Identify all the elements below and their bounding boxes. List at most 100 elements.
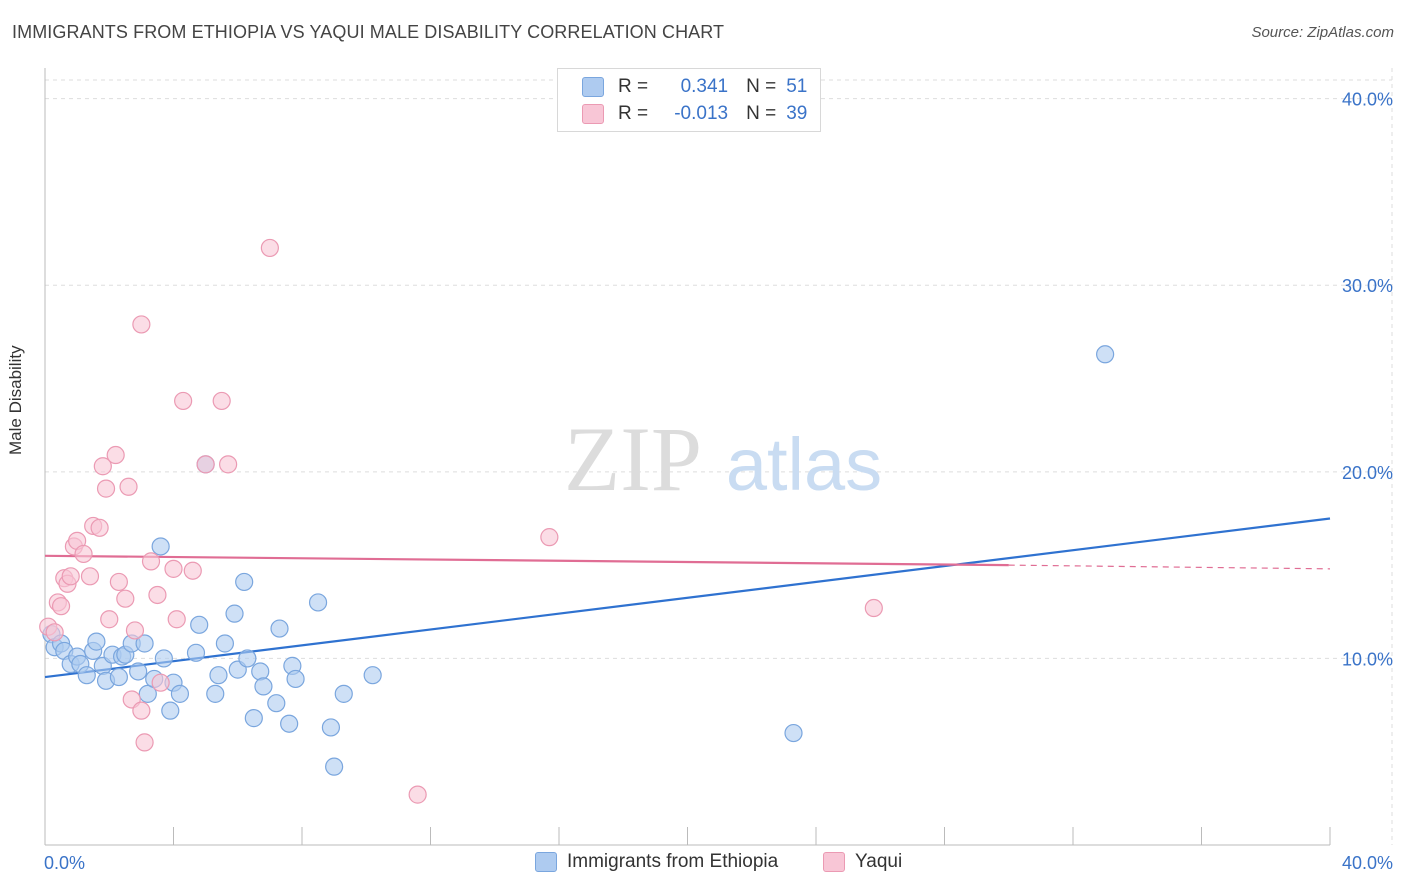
yaqui-point bbox=[96, 479, 116, 498]
legend-swatch-pink bbox=[582, 104, 604, 124]
yaqui-point bbox=[135, 733, 154, 752]
x-tick-label: 40.0% bbox=[1342, 853, 1393, 873]
ethiopia-point bbox=[308, 593, 328, 612]
y-axis-label: Male Disability bbox=[6, 345, 25, 455]
ethiopia-point bbox=[363, 666, 382, 685]
yaqui-point bbox=[540, 528, 559, 547]
yaqui-point bbox=[167, 610, 186, 629]
yaqui-point bbox=[174, 391, 193, 411]
ethiopia-point bbox=[77, 666, 96, 685]
ethiopia-point bbox=[209, 666, 228, 685]
series-legend-yaqui: Yaqui bbox=[823, 851, 902, 873]
yaqui-point bbox=[260, 238, 279, 258]
series-name-yaqui: Yaqui bbox=[855, 851, 903, 872]
legend-r-value: 0.341 bbox=[680, 76, 729, 97]
ethiopia-point bbox=[251, 662, 270, 681]
watermark-atlas: atlas bbox=[726, 423, 882, 506]
series-name-ethiopia: Immigrants from Ethiopia bbox=[567, 851, 779, 872]
yaqui-point bbox=[132, 315, 151, 334]
ethiopia-trend-line bbox=[44, 517, 1331, 679]
ethiopia-point bbox=[270, 619, 289, 638]
legend-row-ethiopia: R = 0.341 N = 51 bbox=[582, 75, 807, 99]
tick-labels: 10.0% 20.0% 30.0% 40.0% 0.0% 40.0% bbox=[44, 90, 1393, 873]
y-tick-label: 10.0% bbox=[1342, 649, 1393, 669]
ethiopia-point bbox=[235, 572, 254, 592]
ethiopia-point bbox=[135, 634, 154, 653]
legend-n-label: N = bbox=[746, 103, 777, 124]
yaqui-point bbox=[151, 673, 170, 692]
ethiopia-point bbox=[325, 757, 344, 776]
ethiopia-point bbox=[238, 649, 257, 668]
ethiopia-point bbox=[161, 701, 180, 720]
y-tick-label: 40.0% bbox=[1342, 90, 1393, 110]
series-legend-ethiopia: Immigrants from Ethiopia bbox=[535, 851, 778, 873]
ethiopia-point bbox=[87, 632, 106, 651]
ethiopia-point bbox=[321, 718, 341, 737]
ethiopia-point bbox=[254, 677, 273, 696]
legend-row-yaqui: R = -0.013 N = 39 bbox=[582, 102, 807, 126]
legend-r-value: -0.013 bbox=[674, 103, 729, 124]
ethiopia-point bbox=[190, 615, 209, 634]
source-label: Source: ZipAtlas.com bbox=[1251, 24, 1394, 41]
ethiopia-point bbox=[154, 649, 173, 668]
yaqui-point bbox=[408, 785, 427, 804]
yaqui-point bbox=[864, 598, 883, 618]
watermark: ZIP atlas bbox=[564, 408, 882, 510]
ethiopia-point bbox=[286, 669, 305, 689]
yaqui-point bbox=[219, 455, 238, 474]
yaqui-point bbox=[119, 477, 138, 496]
yaqui-point bbox=[148, 585, 167, 605]
yaqui-point bbox=[109, 572, 128, 592]
chart-title: IMMIGRANTS FROM ETHIOPIA VS YAQUI MALE D… bbox=[12, 22, 725, 42]
yaqui-trend-extension bbox=[1008, 564, 1331, 570]
yaqui-point bbox=[183, 561, 202, 580]
x-tick-label: 0.0% bbox=[44, 853, 85, 873]
watermark-zip: ZIP bbox=[564, 408, 702, 510]
yaqui-point bbox=[74, 544, 93, 564]
yaqui-point bbox=[93, 457, 112, 476]
yaqui-point bbox=[116, 589, 135, 608]
data-points bbox=[39, 238, 1115, 804]
legend-n-label: N = bbox=[746, 76, 777, 97]
yaqui-point bbox=[45, 623, 64, 642]
legend-swatch-blue bbox=[582, 77, 604, 97]
series-swatch-pink bbox=[823, 852, 845, 872]
yaqui-point bbox=[100, 610, 119, 629]
yaqui-trend-line bbox=[44, 554, 1009, 567]
ethiopia-point bbox=[244, 709, 263, 728]
ethiopia-point bbox=[225, 604, 244, 623]
legend-r-label: R = bbox=[618, 103, 649, 124]
yaqui-point bbox=[132, 701, 151, 720]
ethiopia-point bbox=[206, 684, 225, 703]
ethiopia-point bbox=[151, 537, 170, 556]
series-swatch-blue bbox=[535, 852, 557, 872]
y-tick-label: 30.0% bbox=[1342, 276, 1393, 296]
gridlines bbox=[45, 68, 1393, 845]
yaqui-point bbox=[51, 597, 71, 616]
ethiopia-point bbox=[170, 684, 190, 703]
ethiopia-point bbox=[784, 723, 803, 743]
ethiopia-point bbox=[334, 684, 353, 703]
yaqui-point bbox=[106, 445, 125, 465]
yaqui-point bbox=[196, 455, 215, 474]
yaqui-point bbox=[141, 552, 161, 571]
yaqui-point bbox=[80, 567, 100, 586]
yaqui-point bbox=[90, 518, 109, 537]
legend-n-value: 51 bbox=[786, 76, 808, 97]
correlation-legend: R = 0.341 N = 51 R = -0.013 N = 39 bbox=[557, 68, 821, 132]
yaqui-point bbox=[164, 559, 183, 578]
yaqui-point bbox=[61, 567, 80, 586]
ethiopia-point bbox=[109, 667, 128, 687]
ethiopia-point bbox=[215, 634, 234, 653]
yaqui-point bbox=[125, 621, 145, 640]
legend-r-label: R = bbox=[618, 76, 649, 97]
ethiopia-point bbox=[129, 662, 148, 681]
ethiopia-point bbox=[280, 714, 299, 733]
y-tick-label: 20.0% bbox=[1342, 463, 1393, 483]
trend-lines bbox=[44, 517, 1331, 679]
legend-n-value: 39 bbox=[786, 103, 808, 124]
ethiopia-point bbox=[186, 643, 206, 662]
ethiopia-point bbox=[267, 694, 286, 713]
yaqui-point bbox=[212, 391, 231, 411]
